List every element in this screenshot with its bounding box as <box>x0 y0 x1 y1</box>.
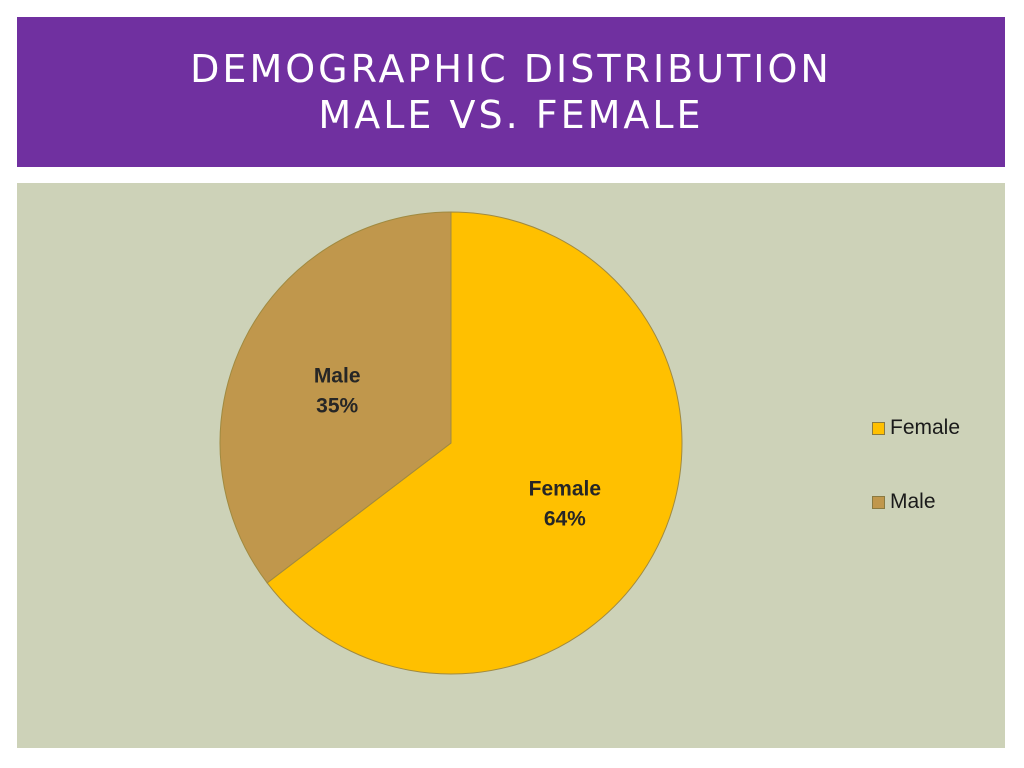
legend-item-female: Female <box>872 415 960 441</box>
slice-label-percent-female: 64% <box>544 507 586 530</box>
slide-title-line-1: DEMOGRAPHIC DISTRIBUTION <box>190 47 832 91</box>
slice-label-name-female: Female <box>529 477 601 500</box>
title-banner: DEMOGRAPHIC DISTRIBUTION MALE VS. FEMALE <box>17 17 1005 167</box>
pie-slice-female <box>266 211 683 675</box>
slice-label-percent-male: 35% <box>316 395 358 418</box>
chart-legend: Female Male <box>872 415 960 563</box>
chart-area: Female 64% Male 35% Female Male <box>17 183 1005 748</box>
pie-chart: Female 64% Male 35% <box>219 211 683 675</box>
slice-label-name-male: Male <box>314 365 361 388</box>
legend-swatch-female <box>872 421 885 435</box>
pie-slice-male <box>219 211 452 584</box>
legend-item-male: Male <box>872 489 960 515</box>
legend-swatch-male <box>872 495 885 509</box>
legend-label-male: Male <box>890 490 936 513</box>
legend-label-female: Female <box>890 416 961 439</box>
slide-title-line-2: MALE VS. FEMALE <box>318 93 704 137</box>
